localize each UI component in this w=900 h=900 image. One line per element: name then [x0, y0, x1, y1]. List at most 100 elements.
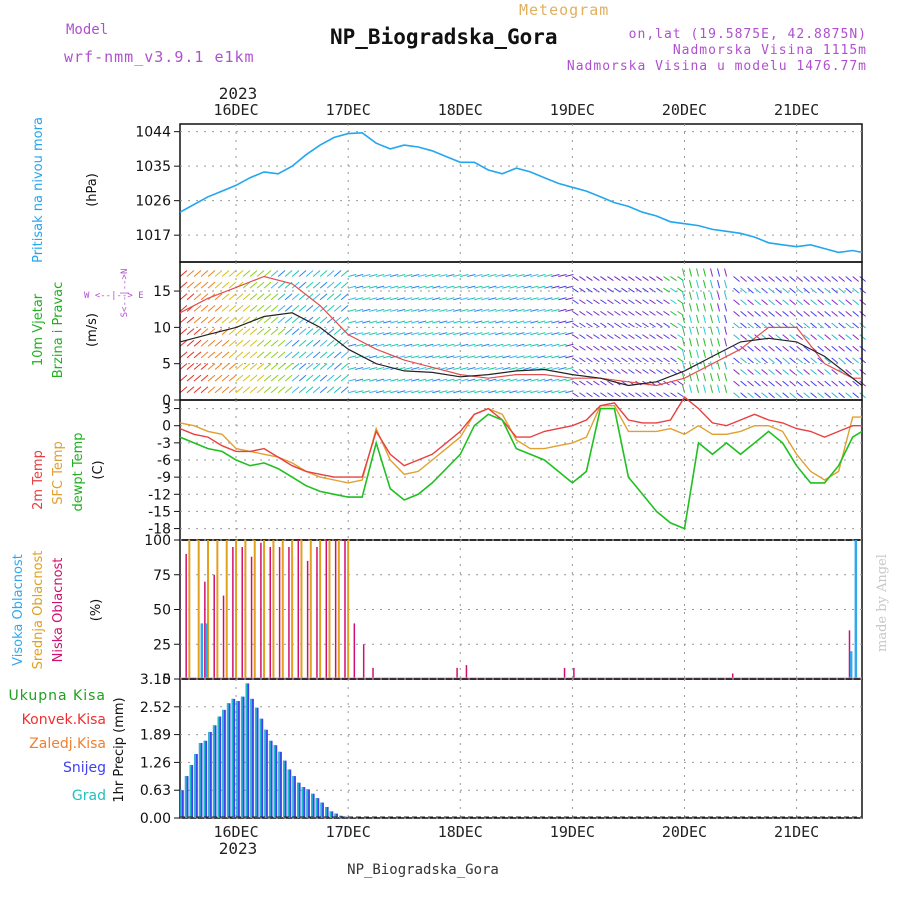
wind-barb: [277, 339, 286, 347]
wind-barb: [572, 322, 579, 328]
wind-barb: [717, 291, 721, 300]
wind-barb: [724, 291, 728, 300]
wind-barb: [326, 270, 335, 277]
wind-barb: [747, 287, 754, 294]
wind-barb: [263, 351, 272, 359]
wind-barb: [439, 332, 448, 336]
legend-conv: Konvek.Kisa: [22, 712, 106, 728]
wind-barb: [193, 281, 202, 289]
wind-barb: [467, 390, 476, 394]
wind-barb: [432, 274, 441, 278]
model-label: Model: [66, 22, 108, 38]
wind-barb: [390, 378, 399, 382]
wind-barb: [628, 299, 635, 305]
precip-total-bar: [222, 709, 225, 818]
wind-barb: [663, 369, 670, 374]
wind-barb: [453, 332, 462, 336]
wind-barb: [263, 270, 272, 277]
wind-barb: [214, 281, 223, 289]
wind-barb: [418, 297, 427, 301]
wind-barb: [733, 334, 740, 341]
wind-barb: [383, 297, 392, 301]
wind-barb: [572, 287, 579, 293]
wind-barb: [782, 392, 789, 399]
wind-barb: [724, 372, 728, 382]
wind-barb: [724, 338, 728, 347]
precip-total-bar: [245, 683, 248, 818]
wind-barb: [425, 320, 434, 324]
wind-barb: [390, 355, 399, 359]
wind-barb: [249, 386, 258, 394]
wind-barb: [460, 390, 469, 394]
wind-barb: [495, 390, 504, 394]
wind-barb: [418, 332, 427, 336]
wind-barb: [193, 386, 202, 394]
wind-barb: [579, 392, 586, 398]
wind-barb: [682, 268, 685, 277]
wind-barb: [530, 355, 539, 359]
precip-snow-bar: [264, 729, 268, 818]
wind-barb: [677, 380, 684, 386]
wind-barb: [362, 367, 371, 370]
wind-barb: [775, 287, 782, 294]
wind-barb: [235, 328, 244, 336]
wind-barb: [782, 276, 789, 282]
wind-barb: [362, 343, 371, 347]
wind-barb: [572, 380, 579, 386]
wind-barb: [488, 297, 497, 301]
wind-barb: [754, 322, 761, 329]
wind-ytick-label: 5: [162, 357, 171, 373]
wind-barb: [319, 281, 328, 289]
wind-barb: [740, 345, 747, 352]
wind-barb: [277, 305, 286, 312]
wind-barb: [404, 343, 413, 347]
wind-barb: [333, 328, 342, 336]
wind-barb: [516, 285, 525, 289]
wind-barb: [838, 334, 845, 341]
wind-barb: [682, 291, 685, 300]
wind-barb: [530, 343, 539, 347]
wind-barb: [761, 322, 768, 329]
wind-barb: [845, 287, 852, 294]
precip-total-bar: [231, 698, 234, 818]
wind-barb: [284, 339, 293, 347]
wind-barb: [242, 293, 251, 301]
wind-barb: [305, 363, 314, 370]
wind-barb: [270, 339, 279, 347]
wind-barb: [474, 355, 483, 359]
wind-barb: [200, 270, 209, 277]
wind-barb: [355, 297, 364, 301]
wind-barb: [488, 390, 497, 394]
wind-barb: [425, 378, 434, 382]
wind-barb: [614, 287, 621, 293]
wind-barb: [326, 281, 335, 289]
wind-barb: [242, 351, 251, 359]
wind-barb: [495, 297, 504, 301]
wind-barb: [649, 345, 656, 351]
wind-barb: [656, 392, 663, 398]
wind-barb: [228, 270, 237, 277]
precip-snow-bar: [334, 813, 338, 818]
wind-barb: [717, 268, 721, 277]
wind-barb: [467, 308, 476, 312]
wind-barb: [291, 339, 300, 347]
temperature-ytick-label: -3: [157, 436, 171, 452]
wind-barb: [390, 332, 399, 336]
precip-total-bar: [236, 701, 239, 818]
wind-barb: [817, 380, 824, 387]
wind-barb: [221, 374, 230, 382]
wind-barb: [207, 351, 216, 359]
wind-barb: [544, 285, 553, 289]
wind-barb: [838, 311, 845, 317]
wind-barb: [376, 367, 385, 370]
wind-barb: [376, 297, 385, 301]
wind-barb: [831, 357, 838, 364]
wind-barb: [432, 320, 441, 324]
wind-barb: [796, 345, 803, 352]
wind-barb: [670, 334, 677, 340]
wind-barb: [425, 285, 434, 289]
precip-total-bar: [315, 798, 318, 818]
wind-barb: [703, 384, 706, 393]
wind-barb: [200, 339, 209, 347]
wind-barb: [340, 281, 349, 289]
